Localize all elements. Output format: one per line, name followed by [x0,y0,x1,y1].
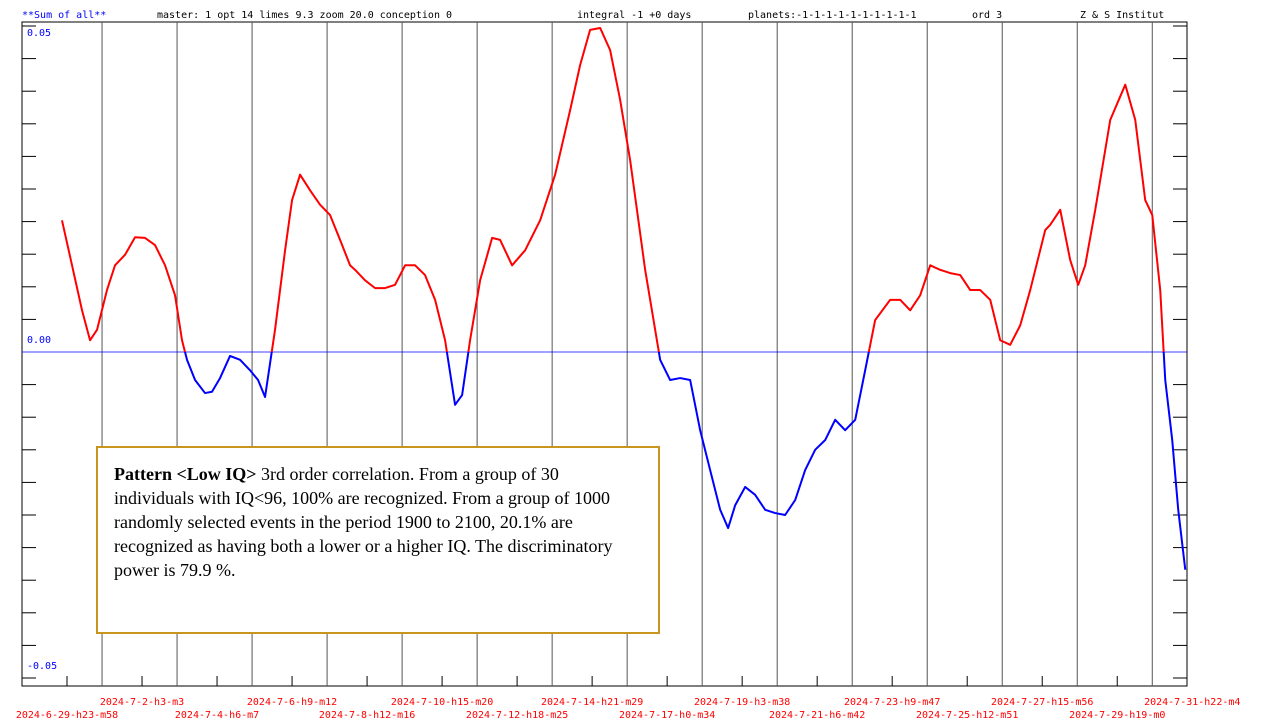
annotation: Pattern <Low IQ> 3rd order correlation. … [96,446,660,634]
x-tick-label: 2024-7-29-h19-m0 [1069,710,1165,721]
x-tick-label: 2024-7-2-h3-m3 [100,697,184,708]
header-planets: planets:-1-1-1-1-1-1-1-1-1-1 [748,10,917,21]
x-tick-label: 2024-7-25-h12-m51 [916,710,1018,721]
x-tick-label: 2024-7-23-h9-m47 [844,697,940,708]
x-tick-label: 2024-6-29-h23-m58 [16,710,118,721]
data-line [61,26,1187,570]
x-tick-label: 2024-7-27-h15-m56 [991,697,1093,708]
annotation-text: 3rd order correlation. From a group of 3… [114,464,613,580]
x-tick-label: 2024-7-14-h21-m29 [541,697,643,708]
x-tick-label: 2024-7-8-h12-m16 [319,710,415,721]
plot-frame [21,21,1188,687]
x-tick-label: 2024-7-19-h3-m38 [694,697,790,708]
y-tick-label: 0.05 [27,28,51,39]
x-tick-label: 2024-7-17-h0-m34 [619,710,715,721]
header-title: **Sum of all** [22,10,106,21]
x-tick-label: 2024-7-6-h9-m12 [247,697,337,708]
x-tick-label: 2024-7-21-h6-m42 [769,710,865,721]
x-tick-label: 2024-7-31-h22-m4 [1144,697,1240,708]
header-institute: Z & S Institut [1080,10,1164,21]
y-tick-label: -0.05 [27,661,57,672]
annotation-bold: Pattern <Low IQ> [114,464,257,484]
x-tick-label: 2024-7-12-h18-m25 [466,710,568,721]
x-tick-label: 2024-7-4-h6-m7 [175,710,259,721]
header-params: master: 1 opt 14 limes 9.3 zoom 20.0 con… [157,10,452,21]
x-tick-label: 2024-7-10-h15-m20 [391,697,493,708]
y-tick-label: 0.00 [27,335,51,346]
header-order: ord 3 [972,10,1002,21]
header-integral: integral -1 +0 days [577,10,691,21]
